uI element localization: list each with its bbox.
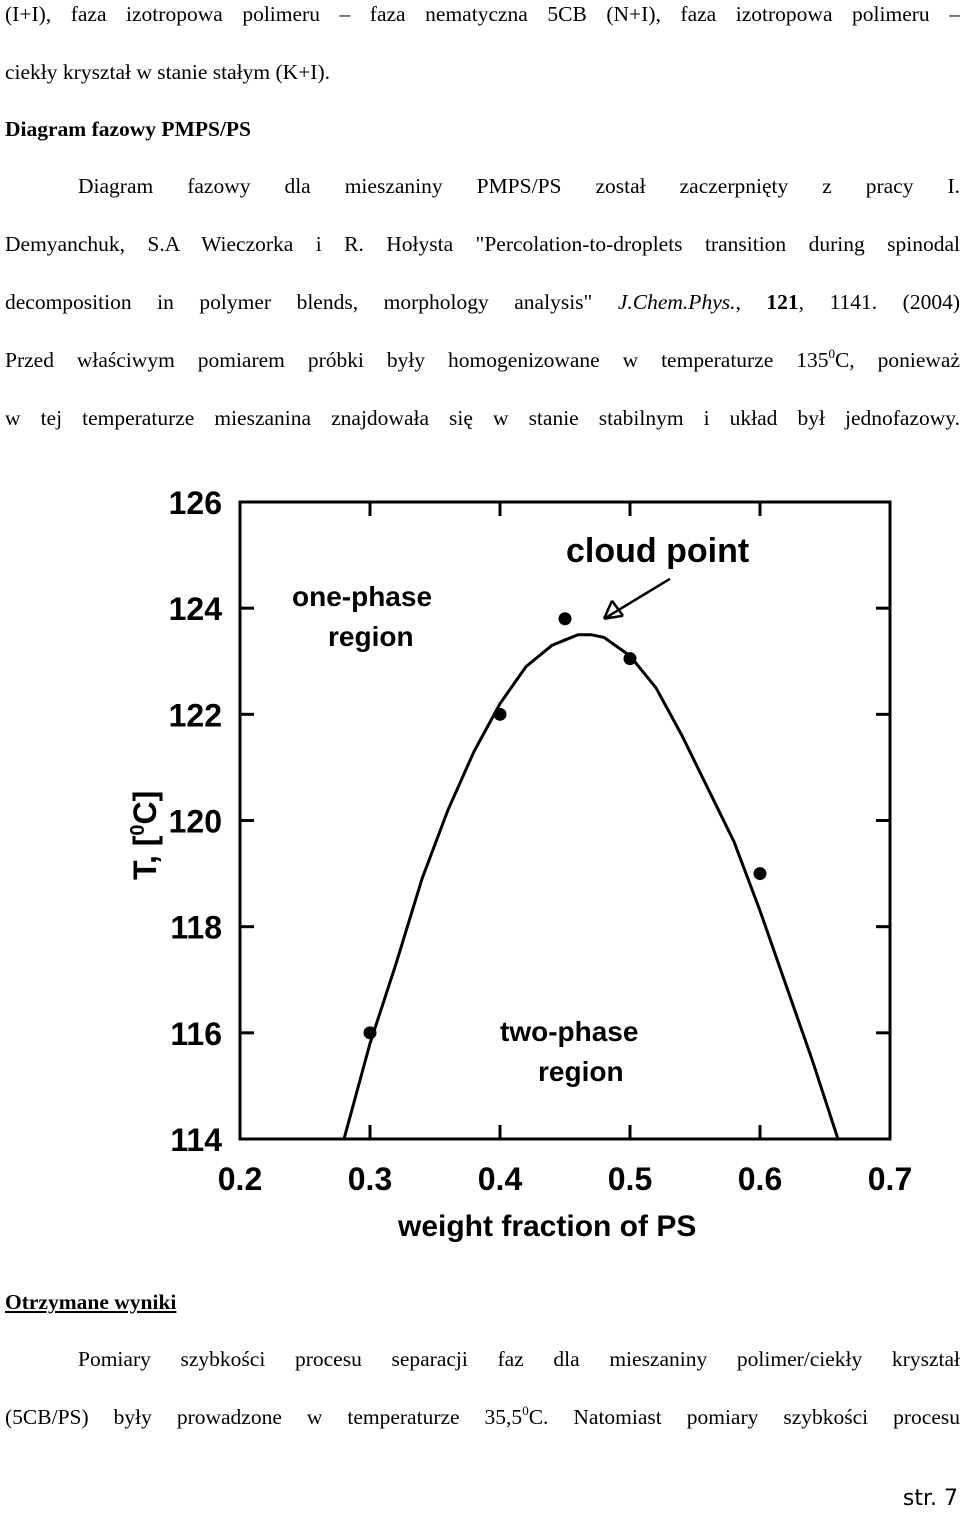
annotation-two-phase: two-phase <box>500 1016 638 1047</box>
cloud-point-curve <box>342 633 840 1140</box>
text-line: ciekły kryształ w stanie stałym (K+I). <box>5 60 330 84</box>
superscript: 0 <box>828 346 835 361</box>
data-point <box>493 707 507 721</box>
data-point <box>753 867 767 881</box>
x-tick-label: 0.7 <box>868 1161 912 1197</box>
annotation-two-phase-region: region <box>538 1056 624 1087</box>
annotation-one-phase-region: region <box>328 621 414 652</box>
annotation-one-phase: one-phase <box>292 581 432 612</box>
data-point <box>363 1026 377 1040</box>
y-tick-label: 122 <box>169 697 222 733</box>
journal-volume: 121 <box>766 290 799 314</box>
y-tick-label: 118 <box>170 910 222 946</box>
phase-diagram-chart: 114 116 118 120 122 124 126 0.2 0.3 0.4 0.5 0.6 0.7… <box>127 485 912 1243</box>
y-tick-labels: 114 116 118 120 122 124 126 <box>169 485 223 1158</box>
x-tick-label: 0.5 <box>608 1161 652 1197</box>
text-segment: , 1141. (2004) <box>798 290 960 314</box>
y-tick-label: 116 <box>170 1016 222 1052</box>
y-tick-label: 120 <box>169 804 222 840</box>
y-tick-label: 124 <box>169 591 223 627</box>
data-point <box>623 652 637 666</box>
y-tick-label: 114 <box>170 1122 222 1158</box>
text-segment: decomposition in polymer blends, morphol… <box>5 290 618 314</box>
text-line: (5CB/PS) były prowadzone w temperaturze … <box>5 1403 960 1430</box>
y-tick-label: 126 <box>169 485 222 521</box>
plot-frame <box>238 500 892 1141</box>
x-tick-label: 0.4 <box>478 1161 523 1197</box>
section-heading: Otrzymane wyniki <box>5 1290 177 1314</box>
cloud-point-arrow <box>602 577 671 621</box>
text-line: Demyanchuk, S.A Wieczorka i R. Hołysta "… <box>5 232 960 256</box>
superscript: 0 <box>522 1403 529 1418</box>
text-line: Przed właściwym pomiarem próbki były hom… <box>5 346 960 373</box>
text-segment: (5CB/PS) były prowadzone w temperaturze … <box>5 1405 523 1429</box>
journal-name: J.Chem.Phys. <box>617 290 736 314</box>
text-line: Pomiary szybkości procesu separacji faz … <box>78 1347 960 1371</box>
text-line: (I+I), faza izotropowa polimeru – faza n… <box>5 2 960 26</box>
x-tick-label: 0.2 <box>218 1161 262 1197</box>
annotation-cloud-point: cloud point <box>566 532 749 570</box>
data-point <box>558 612 572 626</box>
y-axis-label: T, [0C] <box>127 791 163 880</box>
text-segment: C. Natomiast pomiary szybkości procesu <box>528 1405 960 1429</box>
x-tick-label: 0.3 <box>348 1161 392 1197</box>
x-tick-label: 0.6 <box>738 1161 782 1197</box>
section-heading: Diagram fazowy PMPS/PS <box>5 117 252 141</box>
data-points <box>363 612 767 1040</box>
x-tick-labels: 0.2 0.3 0.4 0.5 0.6 0.7 <box>218 1161 912 1197</box>
text-segment: C, ponieważ <box>834 348 960 372</box>
text-segment: , <box>735 290 767 314</box>
page-number: str. 7 <box>902 1486 958 1511</box>
text-line: Diagram fazowy dla mieszaniny PMPS/PS zo… <box>78 174 960 198</box>
x-axis-label: weight fraction of PS <box>397 1210 696 1243</box>
text-line: decomposition in polymer blends, morphol… <box>5 290 960 315</box>
text-line: w tej temperaturze mieszanina znajdowała… <box>5 406 960 430</box>
text-segment: Przed właściwym pomiarem próbki były hom… <box>5 348 829 372</box>
